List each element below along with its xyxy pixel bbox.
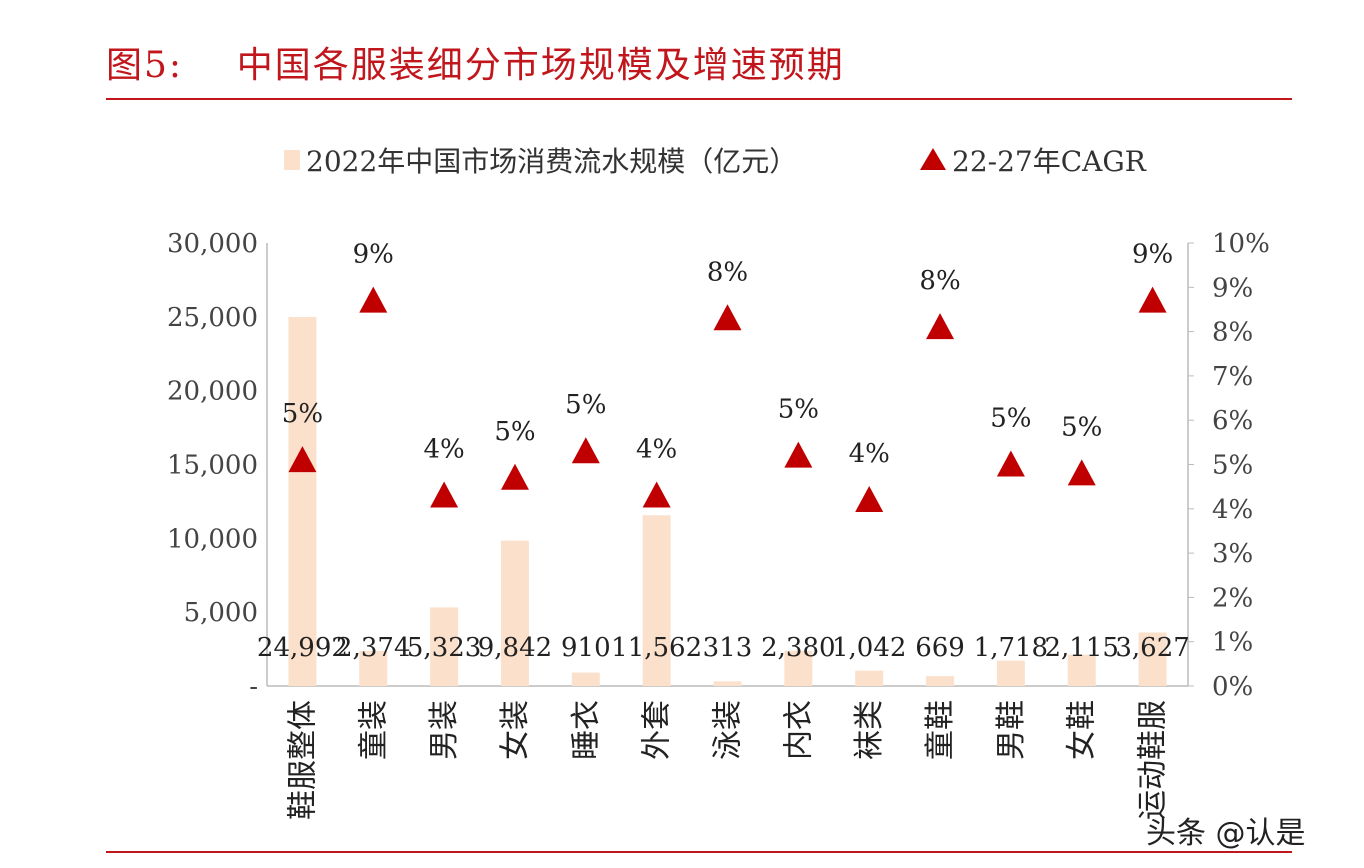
bar [571, 672, 600, 686]
bar [288, 316, 317, 686]
x-tick-label: 鞋服整体 [285, 700, 320, 820]
legend-cagr-label: 22-27年CAGR [952, 145, 1147, 178]
right-tick-label: 6% [1212, 406, 1253, 436]
x-tick-label: 女装 [498, 700, 533, 760]
bar-data-label: 669 [915, 633, 965, 663]
cagr-marker [642, 481, 671, 508]
bar [926, 676, 955, 686]
cagr-data-label: 5% [990, 404, 1031, 434]
figure-title: 图5: 中国各服装细分市场规模及增速预期 [106, 45, 845, 86]
left-tick-label: 30,000 [167, 229, 258, 259]
right-tick-label: 10% [1212, 229, 1270, 259]
right-tick-label: 3% [1212, 539, 1253, 569]
legend-triangle-swatch [920, 148, 946, 170]
x-tick-label: 睡衣 [569, 700, 604, 760]
cagr-marker [359, 286, 388, 313]
cagr-marker [430, 481, 459, 508]
right-tick-label: 2% [1212, 583, 1253, 613]
cagr-data-label: 4% [636, 435, 677, 465]
left-tick-label: 10,000 [167, 524, 258, 554]
cagr-data-label: 9% [353, 240, 394, 270]
left-tick-label: 5,000 [184, 598, 258, 628]
cagr-marker [926, 313, 955, 340]
legend-bar-label: 2022年中国市场消费流水规模（亿元） [306, 145, 797, 178]
x-tick-label: 外套 [640, 700, 675, 760]
cagr-data-label: 8% [707, 257, 748, 287]
bar [430, 607, 459, 686]
cagr-marker [500, 463, 529, 490]
bottom-divider [106, 851, 1292, 853]
bar [713, 681, 742, 686]
bar-data-label: 2,380 [761, 633, 835, 663]
legend-bar-swatch [284, 150, 300, 170]
cagr-marker [784, 441, 813, 468]
bar-data-label: 24,992 [257, 633, 348, 663]
right-tick-label: 8% [1212, 318, 1253, 348]
right-tick-label: 5% [1212, 451, 1253, 481]
cagr-marker [713, 304, 742, 331]
bar [1138, 632, 1167, 686]
cagr-data-label: 5% [778, 395, 819, 425]
bar-data-label: 2,115 [1045, 633, 1119, 663]
right-tick-label: 4% [1212, 495, 1253, 525]
cagr-marker [571, 437, 600, 464]
x-tick-label: 运动鞋服 [1136, 700, 1171, 820]
left-tick-label: - [249, 672, 258, 702]
bar [1067, 654, 1096, 686]
cagr-data-label: 5% [494, 417, 535, 447]
bar-data-label: 9,842 [478, 633, 552, 663]
cagr-data-label: 5% [282, 399, 323, 429]
right-tick-label: 1% [1212, 628, 1253, 658]
cagr-marker [996, 450, 1025, 477]
left-tick-label: 25,000 [167, 303, 258, 333]
cagr-marker [855, 485, 884, 512]
bar-data-label: 3,627 [1115, 633, 1189, 663]
left-tick-label: 20,000 [167, 377, 258, 407]
cagr-marker [1138, 286, 1167, 313]
title-divider [106, 98, 1292, 100]
cagr-data-label: 9% [1132, 240, 1173, 270]
right-tick-label: 0% [1212, 672, 1253, 702]
bar-data-label: 5,323 [407, 633, 481, 663]
x-tick-label: 男鞋 [994, 700, 1029, 760]
x-tick-label: 男装 [427, 700, 462, 760]
watermark: 头条 @认是 [1146, 816, 1306, 851]
bar [855, 670, 884, 686]
bar-data-label: 910 [561, 633, 611, 663]
x-tick-label: 童装 [356, 700, 391, 760]
cagr-data-label: 4% [423, 435, 464, 465]
bar-data-label: 1,042 [832, 633, 906, 663]
left-tick-label: 15,000 [167, 451, 258, 481]
bar [784, 650, 813, 686]
cagr-marker [1067, 459, 1096, 486]
x-tick-label: 童鞋 [923, 700, 958, 760]
bar [359, 650, 388, 686]
cagr-marker [288, 446, 317, 473]
bar [996, 660, 1025, 686]
cagr-data-label: 5% [565, 390, 606, 420]
x-tick-label: 袜类 [852, 700, 887, 760]
bar [642, 515, 671, 686]
bar-data-label: 11,562 [611, 633, 702, 663]
bar-data-label: 2,374 [336, 633, 410, 663]
right-tick-label: 9% [1212, 273, 1253, 303]
x-tick-label: 女鞋 [1065, 700, 1100, 760]
cagr-data-label: 5% [1061, 412, 1102, 442]
cagr-data-label: 8% [919, 266, 960, 296]
bar-data-label: 313 [703, 633, 753, 663]
x-tick-label: 泳装 [711, 700, 746, 760]
x-tick-label: 内衣 [781, 700, 816, 760]
cagr-data-label: 4% [849, 439, 890, 469]
bar-data-label: 1,718 [974, 633, 1048, 663]
right-tick-label: 7% [1212, 362, 1253, 392]
bar [500, 540, 529, 686]
